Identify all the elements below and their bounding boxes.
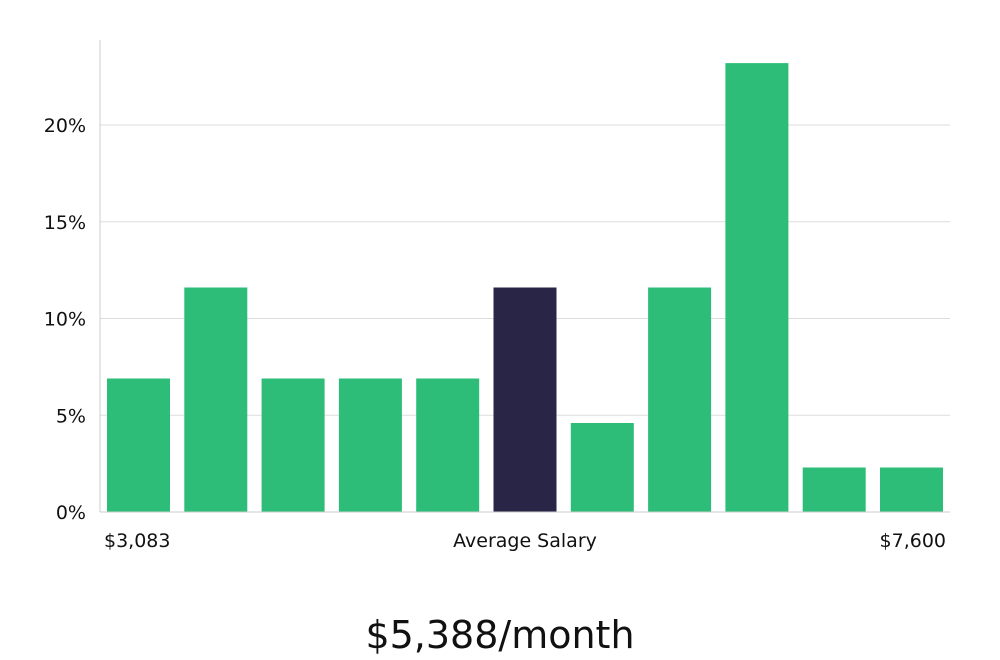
bar: [338, 378, 402, 512]
bar: [184, 287, 248, 512]
bar: [107, 378, 170, 512]
y-tick-label: 20%: [44, 115, 86, 137]
average-salary-summary: $5,388/month: [365, 613, 634, 657]
y-tick-labels: 0% 5% 10% 15% 20%: [44, 115, 86, 524]
bar-average-salary: [493, 287, 557, 512]
bar: [570, 423, 634, 512]
x-axis-title: Average Salary: [453, 530, 597, 552]
y-tick-label: 5%: [56, 405, 86, 427]
bar: [261, 378, 325, 512]
bar: [416, 378, 480, 512]
x-max-label: $7,600: [880, 530, 946, 552]
bar: [648, 287, 712, 512]
y-tick-label: 15%: [44, 212, 86, 234]
y-tick-label: 0%: [56, 502, 86, 524]
y-tick-label: 10%: [44, 309, 86, 331]
x-min-label: $3,083: [104, 530, 170, 552]
bar: [725, 63, 789, 512]
bar: [802, 467, 866, 512]
bar-layer: [107, 63, 943, 512]
bar: [880, 467, 943, 512]
